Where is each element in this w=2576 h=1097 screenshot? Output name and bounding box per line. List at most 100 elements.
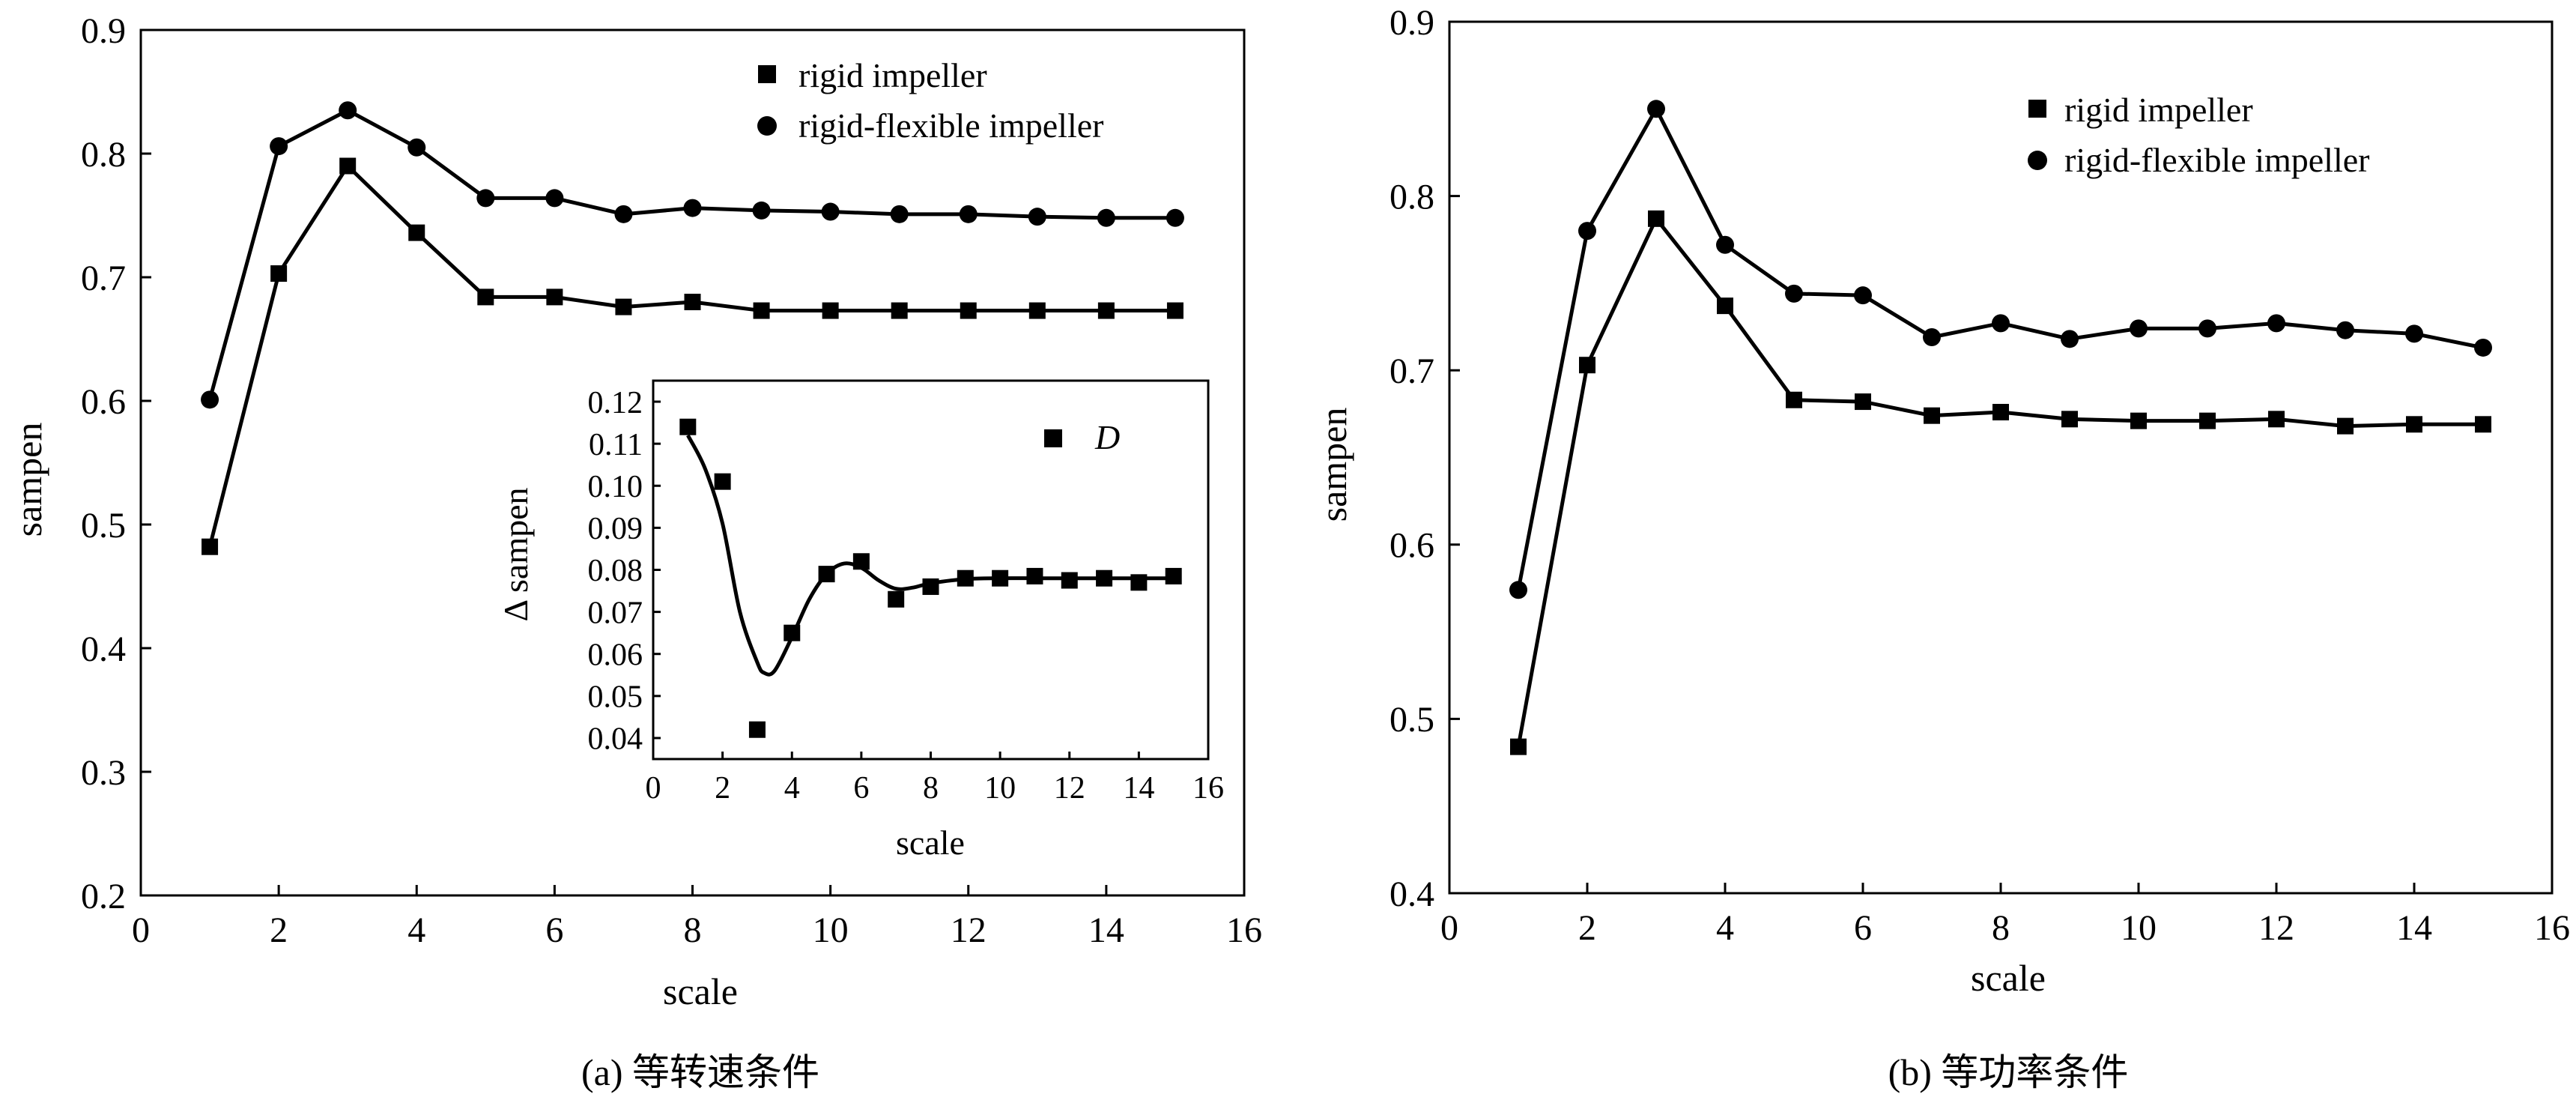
panel-a-rigid-impeller-point bbox=[339, 157, 357, 175]
panel-a-x-tick-label: 12 bbox=[951, 910, 987, 950]
panel-b-rigid-impeller-point bbox=[1717, 297, 1733, 315]
inset-d-point bbox=[888, 590, 905, 608]
panel-a-y-tick-label: 0.8 bbox=[81, 135, 126, 175]
panel-b-x-tick-label: 4 bbox=[1716, 908, 1734, 948]
panel-a-rigid-impeller-point bbox=[822, 302, 839, 319]
panel-a-rigid-flexible-impeller-point bbox=[407, 138, 426, 157]
legend-square-marker bbox=[2028, 100, 2046, 118]
panel-b-x-tick-label: 14 bbox=[2396, 908, 2432, 948]
panel-b-rigid-impeller-point bbox=[1579, 357, 1595, 374]
panel-b-rigid-impeller-point bbox=[2130, 412, 2147, 429]
panel-b-y-tick-label: 0.7 bbox=[1389, 351, 1434, 391]
panel-a-x-tick-label: 10 bbox=[813, 910, 849, 950]
inset-x-tick-label: 0 bbox=[646, 771, 661, 806]
panel-a-rigid-impeller-point bbox=[201, 538, 219, 555]
inset-y-tick-label: 0.06 bbox=[588, 638, 643, 672]
panel-a-rigid-impeller-point bbox=[1028, 302, 1046, 319]
panel-b-rigid-flexible-impeller-line bbox=[1516, 106, 2484, 590]
panel-b-x-ticks: 0 2 4 6 8 10 12 14 16 bbox=[1440, 883, 2570, 948]
panel-a-x-tick-label: 0 bbox=[132, 910, 150, 950]
inset-d-point bbox=[957, 569, 974, 587]
panel-a-rigid-flexible-impeller-point bbox=[201, 390, 219, 409]
panel-a-x-tick-label: 16 bbox=[1226, 910, 1262, 950]
panel-a-rigid-flexible-impeller-point bbox=[476, 189, 495, 208]
inset-x-tick-label: 16 bbox=[1192, 771, 1224, 806]
panel-a-caption: (a) 等转速条件 bbox=[581, 1051, 819, 1093]
panel-a-legend: rigid impeller rigid-flexible impeller bbox=[757, 56, 1103, 145]
panel-a-rigid-flexible-impeller-point bbox=[752, 201, 771, 220]
panel-a-series bbox=[201, 101, 1184, 555]
panel-a-rigid-impeller-point bbox=[408, 224, 425, 241]
panel-a-x-tick-label: 8 bbox=[684, 910, 702, 950]
panel-a-rigid-flexible-impeller-point bbox=[959, 205, 978, 223]
panel-a-rigid-impeller-point bbox=[1166, 302, 1184, 319]
panel-b-rigid-impeller-point bbox=[2061, 411, 2078, 428]
panel-a-rigid-flexible-impeller-point bbox=[890, 205, 909, 223]
panel-b-rigid-flexible-impeller-point bbox=[2198, 319, 2216, 338]
panel-a-x-ticks: 0 2 4 6 8 10 12 14 16 bbox=[132, 885, 1262, 950]
panel-b-x-tick-label: 0 bbox=[1440, 908, 1458, 948]
panel-a-rigid-flexible-impeller-point bbox=[1166, 208, 1184, 227]
panel-b-rigid-flexible-impeller-point bbox=[2405, 324, 2423, 343]
panel-a-rigid-impeller-point bbox=[546, 288, 563, 306]
panel-a-rigid-flexible-impeller-point bbox=[545, 189, 564, 208]
panel-b-x-tick-label: 6 bbox=[1854, 908, 1872, 948]
panel-b-y-tick-label: 0.5 bbox=[1389, 700, 1434, 740]
legend-square-marker bbox=[758, 65, 776, 83]
panel-b-caption: (b) 等功率条件 bbox=[1888, 1051, 2129, 1093]
inset-legend: D bbox=[1044, 418, 1120, 456]
inset-y-tick-label: 0.12 bbox=[588, 386, 643, 420]
inset-d-point bbox=[1096, 569, 1113, 587]
inset-x-axis-label: scale bbox=[896, 823, 965, 862]
panel-a-inset-chart: 0.04 0.05 0.06 0.07 0.08 0.09 0.10 0.11 0.12 0 2 4… bbox=[497, 379, 1224, 862]
panel-b-rigid-flexible-impeller-point bbox=[2130, 319, 2148, 338]
panel-b-x-axis-label: scale bbox=[1971, 957, 2046, 999]
inset-plot-frame bbox=[652, 379, 1210, 761]
panel-a-y-tick-label: 0.6 bbox=[81, 382, 126, 422]
panel-a-rigid-flexible-impeller-point bbox=[1028, 208, 1046, 226]
panel-a-y-axis-label: sampen bbox=[7, 423, 49, 537]
panel-a-y-ticks: 0.2 0.3 0.4 0.5 0.6 0.7 0.8 0.9 bbox=[81, 11, 151, 916]
panel-b-rigid-impeller-point bbox=[1992, 404, 2009, 421]
panel-b-legend-rigid-label: rigid impeller bbox=[2064, 91, 2253, 129]
panel-a-y-tick-label: 0.3 bbox=[81, 753, 126, 793]
panel-a-y-tick-label: 0.2 bbox=[81, 877, 126, 916]
inset-y-ticks: 0.04 0.05 0.06 0.07 0.08 0.09 0.10 0.11 0.12 bbox=[588, 386, 661, 757]
panel-a-rigid-flexible-impeller-point bbox=[821, 202, 840, 221]
inset-x-tick-label: 14 bbox=[1123, 771, 1154, 806]
panel-b-y-tick-label: 0.8 bbox=[1389, 177, 1434, 217]
inset-d-point bbox=[818, 566, 835, 583]
panel-b-rigid-flexible-impeller-point bbox=[1992, 314, 2010, 333]
panel-a-y-tick-label: 0.7 bbox=[81, 259, 126, 298]
panel-a-legend-rigid-flexible-label: rigid-flexible impeller bbox=[798, 106, 1103, 145]
inset-d-point bbox=[1026, 567, 1043, 584]
inset-d-point bbox=[992, 569, 1009, 587]
panel-a-rigid-flexible-impeller-point bbox=[614, 205, 633, 223]
panel-a-rigid-flexible-impeller-point bbox=[1097, 208, 1115, 227]
inset-x-tick-label: 2 bbox=[715, 771, 730, 806]
inset-d-point bbox=[748, 721, 766, 738]
panel-b-rigid-flexible-impeller-point bbox=[2336, 321, 2354, 339]
panel-b-y-tick-label: 0.4 bbox=[1389, 874, 1434, 914]
panel-b-rigid-flexible-impeller-point bbox=[1647, 100, 1665, 118]
panel-b-rigid-flexible-impeller-point bbox=[1509, 581, 1527, 599]
inset-y-tick-label: 0.09 bbox=[588, 512, 643, 546]
panel-b-rigid-impeller-point bbox=[1786, 391, 1802, 408]
panel-b-y-tick-label: 0.6 bbox=[1389, 526, 1434, 566]
panel-b-rigid-flexible-impeller-point bbox=[1578, 222, 1596, 241]
panel-b-rigid-flexible-impeller-point bbox=[2061, 330, 2079, 348]
panel-a-rigid-impeller-point bbox=[1097, 302, 1115, 319]
panel-a-rigid-flexible-impeller-line bbox=[207, 108, 1175, 401]
panel-b-series bbox=[1509, 100, 2492, 755]
inset-d-point bbox=[679, 418, 697, 435]
inset-d-point bbox=[852, 553, 870, 570]
panel-b-rigid-impeller-point bbox=[1648, 210, 1664, 227]
panel-b-x-tick-label: 12 bbox=[2258, 908, 2294, 948]
inset-y-tick-label: 0.07 bbox=[588, 596, 643, 630]
panel-b-x-tick-label: 2 bbox=[1578, 908, 1596, 948]
panel-a-rigid-impeller-point bbox=[684, 294, 701, 310]
panel-a-x-tick-label: 6 bbox=[545, 910, 563, 950]
panel-b-rigid-impeller-line bbox=[1516, 217, 2483, 748]
panel-b-legend-rigid-flexible-label: rigid-flexible impeller bbox=[2064, 141, 2369, 179]
